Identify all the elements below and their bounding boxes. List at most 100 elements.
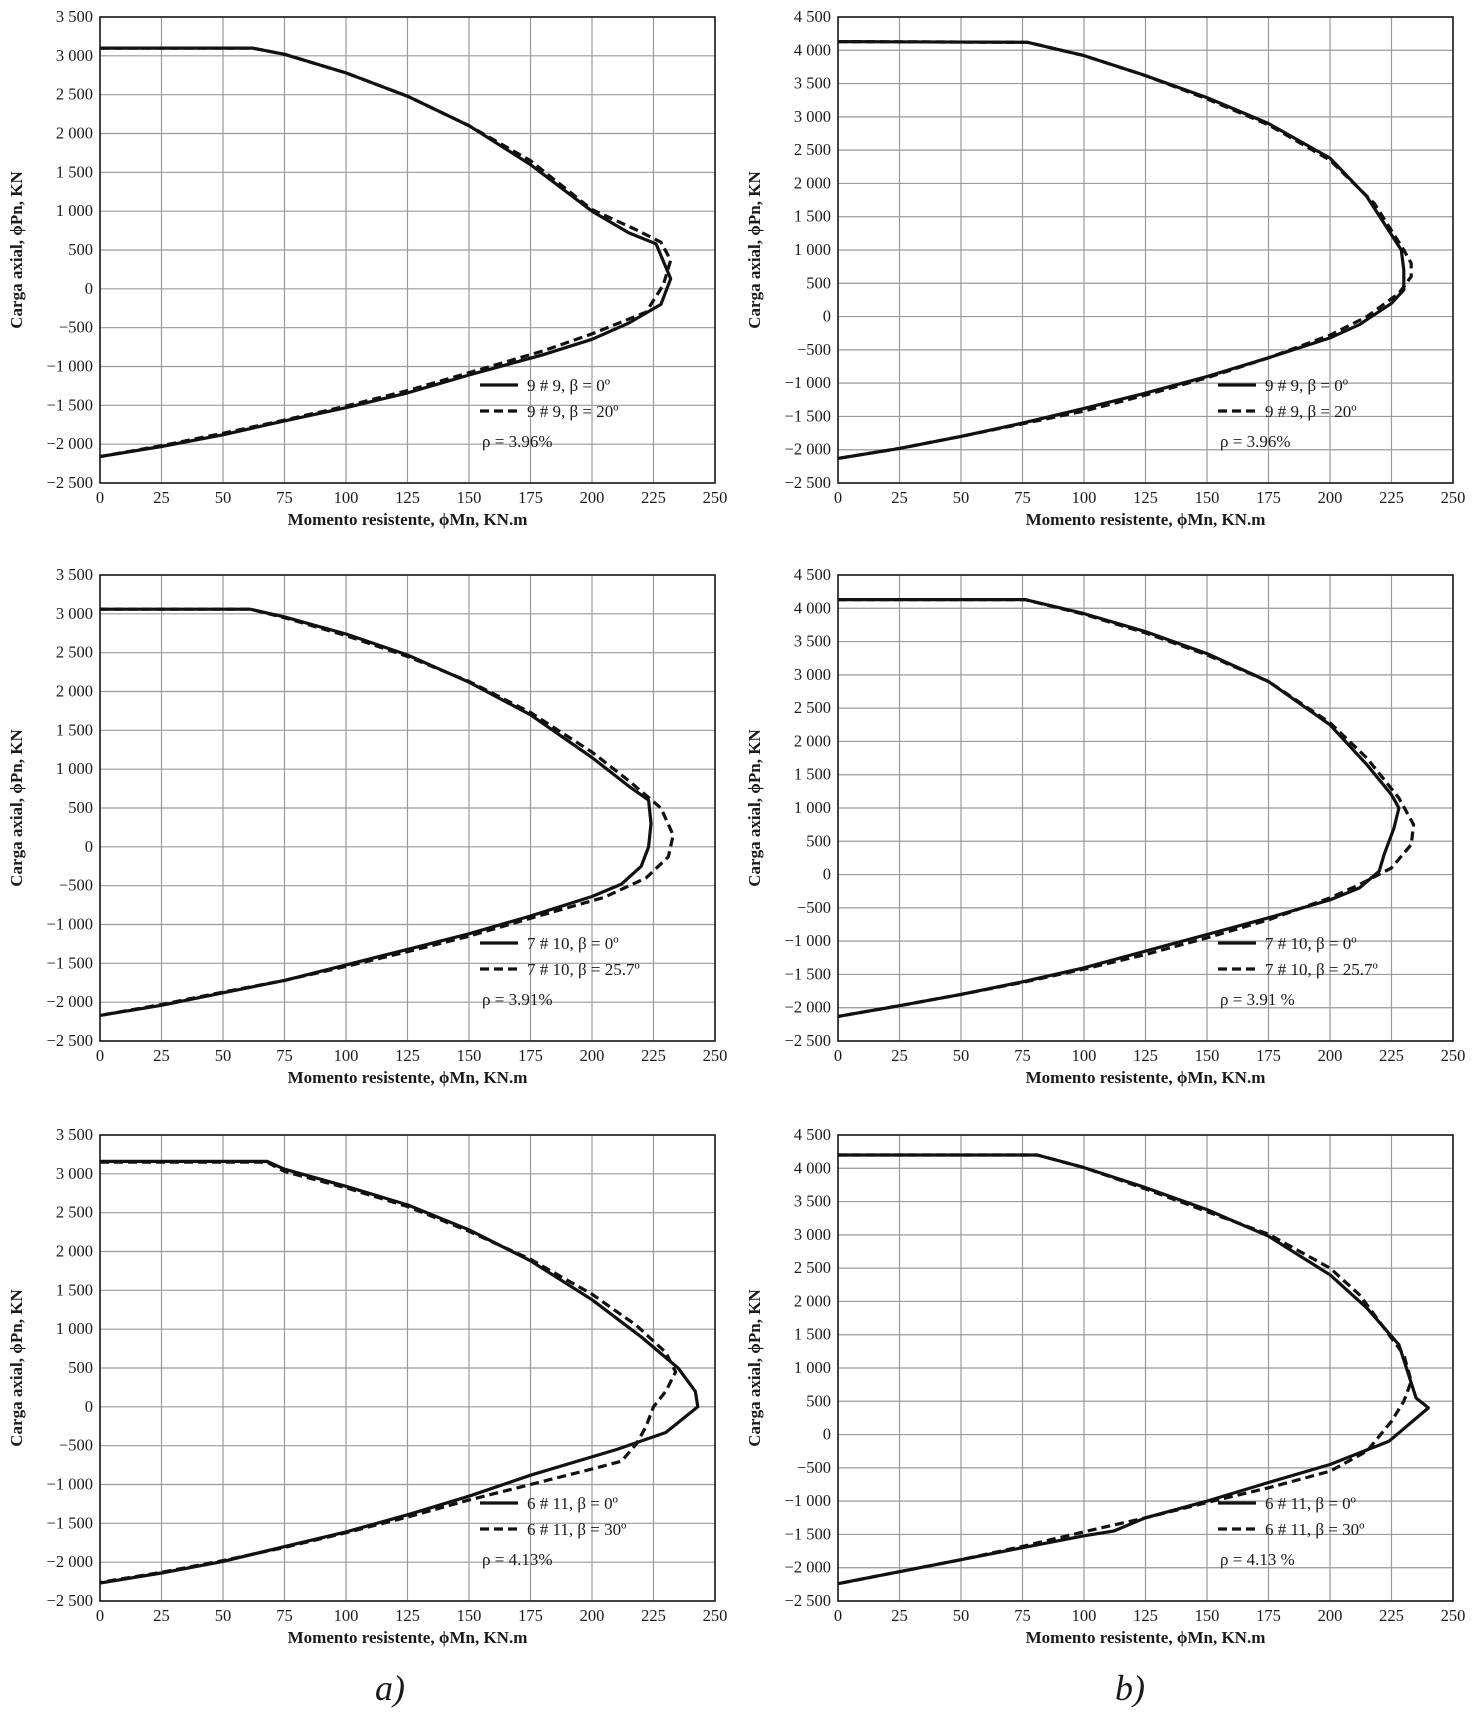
chart-1-xtick-label: 200 [580, 488, 605, 507]
chart-3-ytick-label: −2 500 [47, 1031, 93, 1050]
chart-5: 0 25 50 75 100 125 150 175 200 225 250 3 500 3 000 2 … [7, 1125, 727, 1647]
chart-2-xtick-label: 75 [1014, 488, 1031, 507]
chart-6-frame [837, 1134, 1454, 1602]
chart-2-xtick-label: 25 [891, 488, 908, 507]
chart-6-legend-label-2: 6 # 11, β = 30º [1265, 1520, 1364, 1539]
chart-3-xtick-label: 75 [276, 1046, 293, 1065]
chart-1-xtick-label: 125 [395, 488, 420, 507]
chart-4-ytick-label: −2 500 [785, 1031, 831, 1050]
chart-5-ytick-label: −1 000 [47, 1475, 93, 1494]
chart-6-ytick-label: −2 500 [785, 1591, 831, 1610]
chart-6-xtick-label: 125 [1133, 1606, 1158, 1625]
chart-4-ytick-label: 4 500 [794, 565, 831, 584]
chart-1-ytick-label: −2 000 [47, 434, 93, 453]
chart-2-ytick-label: 4 000 [794, 40, 831, 59]
chart-4-y-axis-label: Carga axial, ϕPn, KN [745, 729, 764, 887]
chart-4-xtick-label: 125 [1133, 1046, 1158, 1065]
chart-6-ytick-label: 1 000 [794, 1358, 831, 1377]
chart-1-ytick-label: 1 000 [56, 201, 93, 220]
chart-6-xtick-label: 100 [1072, 1606, 1097, 1625]
chart-5-ytick-label: −2 500 [47, 1591, 93, 1610]
chart-4-ytick-label: 3 000 [794, 665, 831, 684]
chart-3-legend-label-2: 7 # 10, β = 25.7º [527, 960, 640, 979]
chart-2-ytick-label: 2 500 [794, 140, 831, 159]
chart-3-ytick-label: 1 000 [56, 759, 93, 778]
chart-1-xtick-label: 0 [96, 488, 104, 507]
chart-2-xtick-label: 50 [953, 488, 970, 507]
chart-2-legend-label-1: 9 # 9, β = 0º [1265, 376, 1348, 395]
chart-2-xtick-label: 150 [1195, 488, 1220, 507]
chart-6-xtick-label: 0 [834, 1606, 842, 1625]
chart-6-ytick-label: 3 500 [794, 1192, 831, 1211]
chart-5-ytick-label: 3 500 [56, 1125, 93, 1144]
chart-1-legend-label-2: 9 # 9, β = 20º [527, 402, 619, 421]
chart-3-ytick-label: 0 [85, 837, 93, 856]
chart-2-ytick-label: 4 500 [794, 7, 831, 26]
chart-1-ytick-label: 1 500 [56, 162, 93, 181]
chart-4-x-axis-label: Momento resistente, ϕMn, KN.m [1026, 1068, 1266, 1087]
chart-4-ytick-label: 1 500 [794, 765, 831, 784]
chart-1-ytick-label: −2 500 [47, 473, 93, 492]
chart-1-ytick-label: −1 000 [47, 357, 93, 376]
chart-1-xtick-label: 175 [518, 488, 543, 507]
chart-2: 0 25 50 75 100 125 150 175 200 225 250 4 500 4 000 3 … [745, 7, 1465, 529]
chart-2-legend-label-2: 9 # 9, β = 20º [1265, 402, 1357, 421]
chart-2-ytick-label: 2 000 [794, 173, 831, 192]
chart-6-xtick-label: 175 [1256, 1606, 1281, 1625]
chart-3-xtick-label: 25 [153, 1046, 170, 1065]
chart-2-ytick-label: −2 000 [785, 440, 831, 459]
chart-2-ytick-label: 1 000 [794, 240, 831, 259]
chart-5-xtick-label: 25 [153, 1606, 170, 1625]
chart-2-ytick-label: −500 [797, 340, 831, 359]
chart-5-ytick-label: 2 500 [56, 1203, 93, 1222]
chart-4-ytick-label: −1 500 [785, 964, 831, 983]
chart-1-ytick-label: 2 500 [56, 85, 93, 104]
chart-6-ytick-label: 4 000 [794, 1158, 831, 1177]
chart-5-ytick-label: 2 000 [56, 1242, 93, 1261]
chart-3-ytick-label: −2 000 [47, 992, 93, 1011]
panel-label-a: a) [375, 1668, 405, 1708]
chart-1-ytick-label: 0 [85, 279, 93, 298]
chart-3-ytick-label: −1 000 [47, 915, 93, 934]
chart-5-xtick-label: 75 [276, 1606, 293, 1625]
chart-6-xtick-label: 200 [1318, 1606, 1343, 1625]
chart-1-grid [99, 16, 716, 484]
chart-2-ytick-label: 3 500 [794, 74, 831, 93]
chart-4-ytick-label: 4 000 [794, 598, 831, 617]
chart-6-ytick-label: 3 000 [794, 1225, 831, 1244]
chart-5-y-axis-label: Carga axial, ϕPn, KN [7, 1289, 26, 1447]
chart-4-frame [837, 574, 1454, 1042]
chart-6-ytick-label: −1 000 [785, 1491, 831, 1510]
chart-6-ytick-label: 2 000 [794, 1291, 831, 1310]
chart-2-frame [837, 16, 1454, 484]
chart-6: 0 25 50 75 100 125 150 175 200 225 250 4 500 4 000 3 … [745, 1125, 1465, 1647]
chart-3-xtick-label: 175 [518, 1046, 543, 1065]
chart-4-ytick-label: 0 [823, 865, 831, 884]
chart-5-xtick-label: 175 [518, 1606, 543, 1625]
chart-3-xtick-label: 0 [96, 1046, 104, 1065]
chart-3-legend-label-1: 7 # 10, β = 0º [527, 934, 619, 953]
chart-2-ytick-label: 0 [823, 307, 831, 326]
chart-5-xtick-label: 150 [457, 1606, 482, 1625]
chart-6-legend-label-1: 6 # 11, β = 0º [1265, 1494, 1356, 1513]
chart-5-ytick-label: 1 000 [56, 1319, 93, 1338]
chart-3-ytick-label: 500 [68, 798, 93, 817]
chart-1-ytick-label: 3 500 [56, 7, 93, 26]
chart-2-xtick-label: 175 [1256, 488, 1281, 507]
chart-2-ytick-label: −2 500 [785, 473, 831, 492]
chart-1-xtick-label: 25 [153, 488, 170, 507]
chart-1-frame [99, 16, 716, 484]
chart-6-ytick-label: 2 500 [794, 1258, 831, 1277]
chart-5-ytick-label: 500 [68, 1358, 93, 1377]
chart-4-xtick-label: 75 [1014, 1046, 1031, 1065]
chart-3-rho-annotation: ρ = 3.91% [482, 990, 552, 1009]
chart-6-ytick-label: 500 [806, 1391, 831, 1410]
chart-6-series-2-line [837, 1153, 1413, 1586]
chart-6-ytick-label: −1 500 [785, 1524, 831, 1543]
chart-1-x-axis-label: Momento resistente, ϕMn, KN.m [288, 510, 528, 529]
chart-3-ytick-label: 3 000 [56, 604, 93, 623]
chart-6-ytick-label: −500 [797, 1458, 831, 1477]
chart-2-xtick-label: 100 [1072, 488, 1097, 507]
chart-2-xtick-label: 200 [1318, 488, 1343, 507]
chart-5-xtick-label: 50 [215, 1606, 232, 1625]
